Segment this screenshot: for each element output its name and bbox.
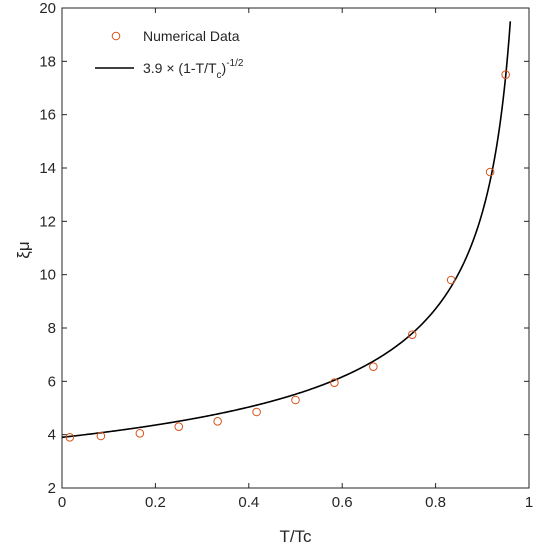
y-axis-label: ξμ [14, 241, 33, 258]
data-point [135, 429, 145, 438]
legend-label-fit: 3.9 × (1-T/Tc)-1/2 [143, 58, 244, 81]
data-point [252, 407, 261, 417]
y-tick-label: 16 [39, 107, 56, 124]
data-point [291, 395, 300, 405]
marker-layer [65, 70, 510, 442]
y-tick-label: 6 [48, 373, 56, 390]
data-point [407, 330, 417, 339]
legend-label-numerical-data: Numerical Data [143, 28, 240, 44]
legend-fit-superscript: -1/2 [226, 58, 244, 69]
y-tick-label: 4 [48, 427, 56, 444]
data-point [213, 417, 222, 426]
curve-layer [61, 21, 512, 439]
legend-fit-close: ) [222, 60, 227, 76]
y-tick-label: 14 [39, 160, 56, 177]
x-tick-label: 0.4 [238, 494, 259, 511]
data-point [330, 378, 339, 387]
legend: Numerical Data 3.9 × (1-T/Tc)-1/2 [95, 28, 244, 81]
fit-curve [61, 21, 512, 439]
y-tick-label: 18 [39, 53, 56, 70]
y-axis-ticks: 2 4 6 8 10 12 14 16 18 20 [39, 0, 529, 497]
x-axis-ticks: 0 0.2 0.4 0.6 0.8 1 [58, 8, 533, 511]
y-tick-label: 20 [39, 0, 56, 17]
data-point [65, 433, 75, 442]
plot-area [61, 7, 530, 489]
data-point [485, 167, 495, 177]
x-tick-label: 0.2 [145, 494, 166, 511]
legend-marker-numerical-data [111, 31, 121, 41]
legend-fit-subscript: c [217, 70, 222, 81]
y-tick-label: 2 [48, 480, 56, 497]
x-tick-label: 0.6 [332, 494, 353, 511]
data-point [96, 431, 106, 441]
data-point [446, 275, 456, 285]
legend-fit-lead: 3.9 × (1-T/T [143, 60, 217, 76]
x-tick-label: 1 [525, 494, 533, 511]
x-axis-label: T/Tc [279, 527, 312, 545]
data-point [501, 70, 510, 79]
data-point [369, 362, 378, 371]
data-point [174, 422, 184, 431]
y-tick-label: 10 [39, 267, 56, 284]
y-tick-label: 12 [39, 213, 56, 230]
x-tick-label: 0.8 [425, 494, 446, 511]
x-tick-label: 0 [58, 494, 66, 511]
y-tick-label: 8 [48, 320, 56, 337]
